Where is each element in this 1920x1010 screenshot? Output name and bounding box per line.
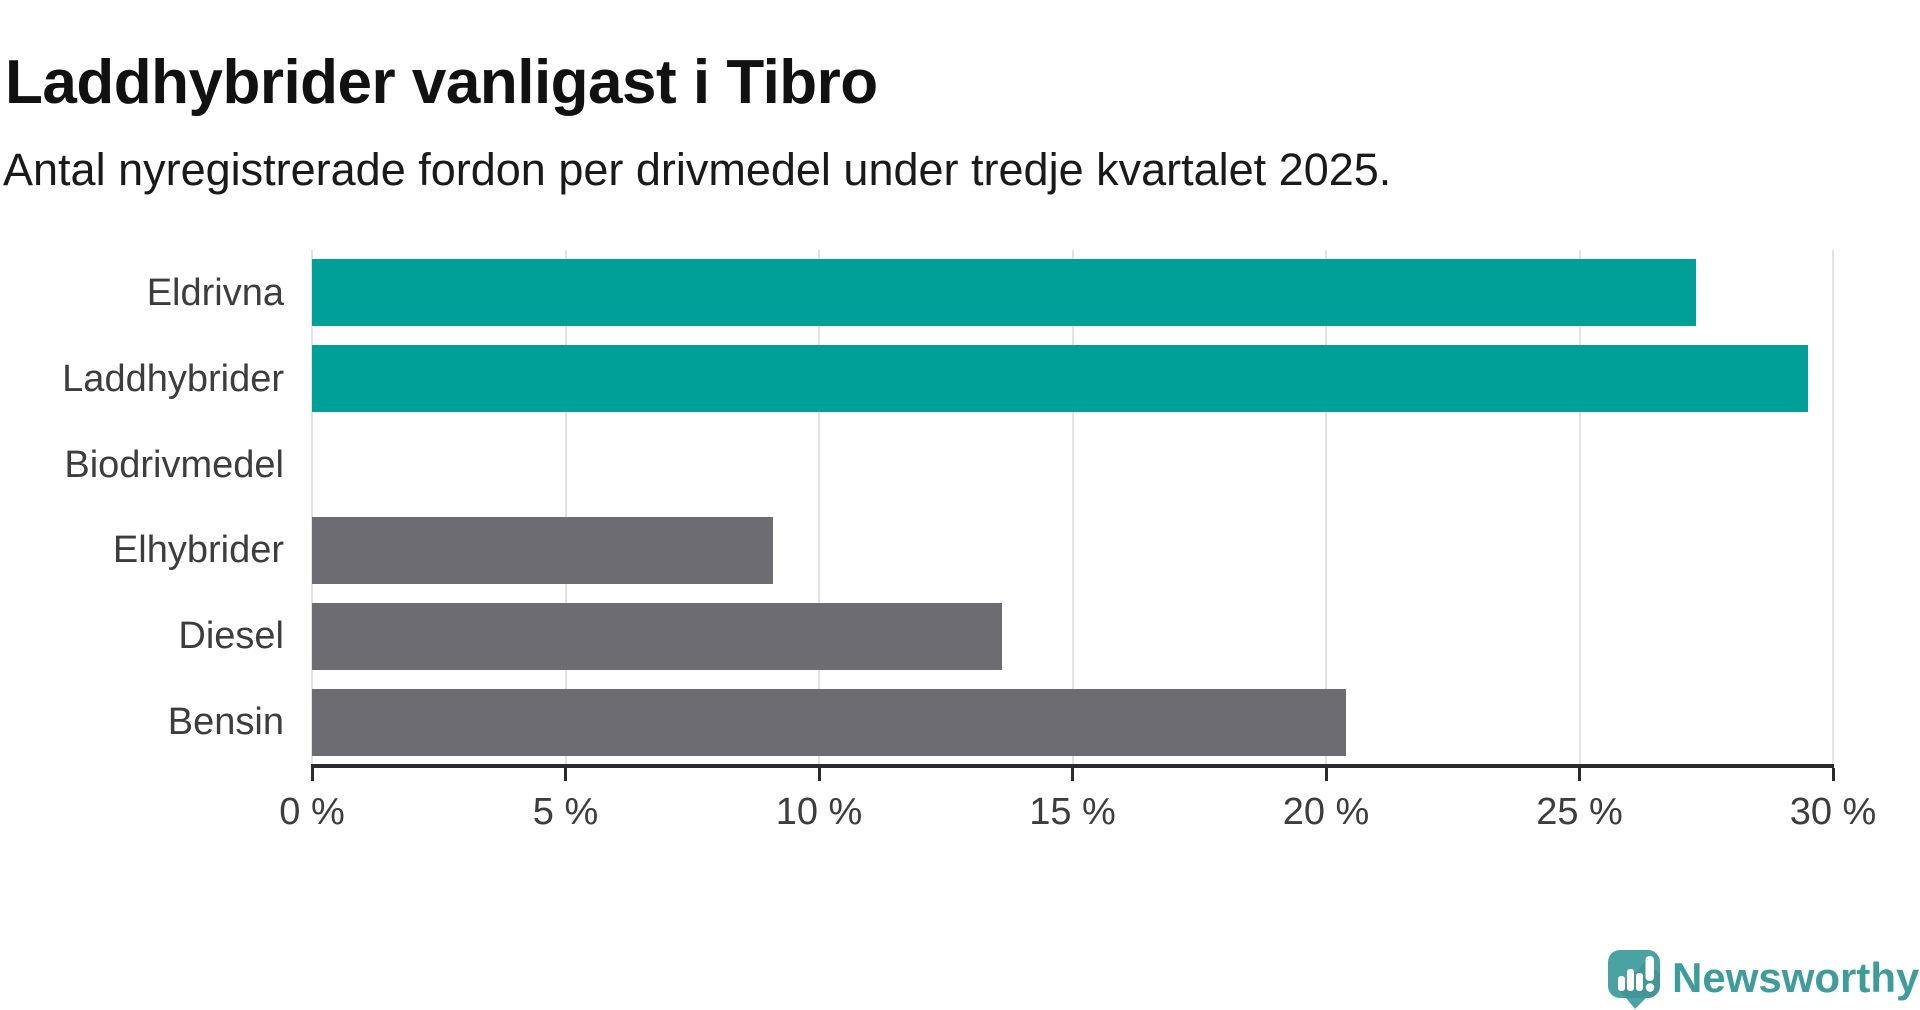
newsworthy-logo-text: Newsworthy: [1672, 954, 1920, 1001]
x-axis-tick-15: [1071, 768, 1074, 781]
chart-title: Laddhybrider vanligast i Tibro: [5, 47, 878, 117]
category-label-laddhybrider: Laddhybrider: [62, 357, 284, 400]
exclamation-dot: [1645, 983, 1655, 992]
bar-laddhybrider: [312, 345, 1808, 413]
x-axis-tick-25: [1578, 768, 1581, 781]
gridline-5pct: [564, 250, 567, 765]
x-axis-tick-0: [310, 768, 314, 781]
gridline-30pct: [1832, 250, 1834, 765]
bar-bensin: [312, 688, 1347, 756]
x-axis-tick-label-0: 0 %: [279, 791, 345, 833]
bar-diesel: [312, 602, 1002, 670]
category-label-diesel: Diesel: [178, 615, 284, 658]
x-axis-tick-label-30: 30 %: [1789, 791, 1877, 833]
chart-bar-tall: [1627, 969, 1634, 991]
x-axis-tick-30: [1831, 768, 1835, 781]
x-axis-tick-label-10: 10 %: [775, 791, 863, 833]
gridline-10pct: [818, 250, 820, 765]
x-axis-tick-label-20: 20 %: [1282, 791, 1370, 833]
category-label-eldrivna: Eldrivna: [146, 271, 284, 314]
chart-bar-mid: [1636, 973, 1643, 991]
category-label-elhybrider: Elhybrider: [112, 529, 284, 572]
category-label-bensin: Bensin: [167, 701, 284, 744]
x-axis-tick-label-5: 5 %: [532, 791, 599, 833]
bar-eldrivna: [312, 259, 1697, 327]
gridline-25pct: [1578, 250, 1581, 765]
x-axis-tick-5: [564, 768, 567, 781]
newsworthy-speech-bubble-chart-icon: [1608, 950, 1660, 1009]
x-axis-tick-label-25: 25 %: [1536, 791, 1623, 833]
gridline-0pct: [311, 250, 313, 765]
newsworthy-logo: Newsworthy: [1606, 946, 1919, 1010]
chart-bar-small: [1618, 976, 1625, 991]
category-label-biodrivmedel: Biodrivmedel: [64, 443, 284, 486]
bar-elhybrider: [312, 516, 774, 584]
x-axis-tick-10: [817, 768, 821, 781]
gridline-20pct: [1325, 250, 1327, 765]
chart-subtitle: Antal nyregistrerade fordon per drivmede…: [3, 144, 1392, 195]
gridline-15pct: [1071, 250, 1074, 765]
x-axis-tick-label-15: 15 %: [1029, 791, 1116, 833]
x-axis-line: [311, 764, 1834, 768]
exclamation-bar: [1645, 956, 1654, 981]
x-axis-tick-20: [1324, 768, 1328, 781]
